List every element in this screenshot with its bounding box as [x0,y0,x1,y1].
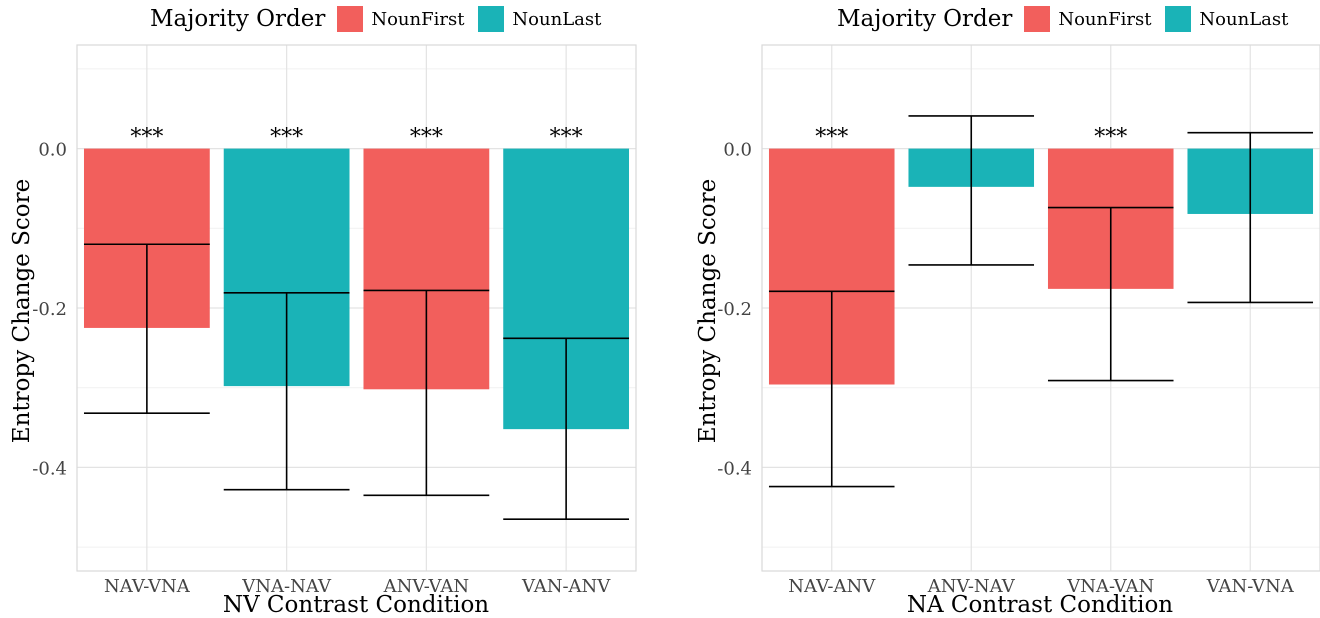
plot-area: 0.0 -0.2 -0.4 *** *** *** *** NAV-VNA VNA-NAV ANV… [32,44,637,597]
legend-key-nounfirst [337,6,364,32]
legend-key-nounfirst [1024,6,1051,32]
legend: Majority Order NounFirst NounLast [150,4,615,34]
legend-label-nounlast: NounLast [512,8,602,30]
legend-item-nounlast: NounLast [478,6,601,32]
x-axis-title: NA Contrast Condition [906,592,1174,618]
significance-label: *** [815,125,848,150]
y-tick-label: -0.2 [717,299,752,320]
legend: Majority Order NounFirst NounLast [837,4,1302,34]
legend-label-nounfirst: NounFirst [371,8,465,30]
legend-key-nounlast [1165,6,1192,32]
significance-label: *** [1094,125,1127,150]
y-tick-label: 0.0 [38,140,67,161]
plot-border [76,44,637,572]
legend-item-nounfirst: NounFirst [1024,6,1151,32]
x-tick-label: VAN-VNA [1206,576,1295,597]
plot-border [761,44,1320,572]
x-tick-label: ANV-NAV [927,576,1016,597]
significance-label: *** [410,125,443,150]
legend-title: Majority Order [150,6,326,32]
x-tick-label: VAN-ANV [521,576,611,597]
x-tick-label: VNA-NAV [241,576,332,597]
y-tick-label: -0.4 [32,458,67,479]
significance-label: *** [270,125,303,150]
x-tick-label: NAV-VNA [104,576,191,597]
legend-item-nounlast: NounLast [1165,6,1288,32]
x-tick-label: VNA-VAN [1066,576,1154,597]
legend-key-nounlast [478,6,505,32]
y-tick-label: -0.2 [32,299,67,320]
x-tick-label: ANV-VAN [383,576,469,597]
plot-area: 0.0 -0.2 -0.4 *** *** NAV-ANV ANV-NAV VNA-VAN VA… [717,44,1320,597]
y-tick-label: 0.0 [723,140,752,161]
x-axis-title: NV Contrast Condition [222,592,490,618]
legend-label-nounfirst: NounFirst [1058,8,1152,30]
nv-contrast-chart: Majority Order NounFirst NounLast Entrop… [9,4,637,618]
x-tick-label: NAV-ANV [788,576,876,597]
na-contrast-chart: Majority Order NounFirst NounLast Entrop… [660,0,1320,618]
legend-item-nounfirst: NounFirst [337,6,464,32]
significance-label: *** [550,125,583,150]
legend-label-nounlast: NounLast [1199,8,1289,30]
y-tick-label: -0.4 [717,458,752,479]
significance-label: *** [130,125,163,150]
legend-title: Majority Order [837,6,1013,32]
